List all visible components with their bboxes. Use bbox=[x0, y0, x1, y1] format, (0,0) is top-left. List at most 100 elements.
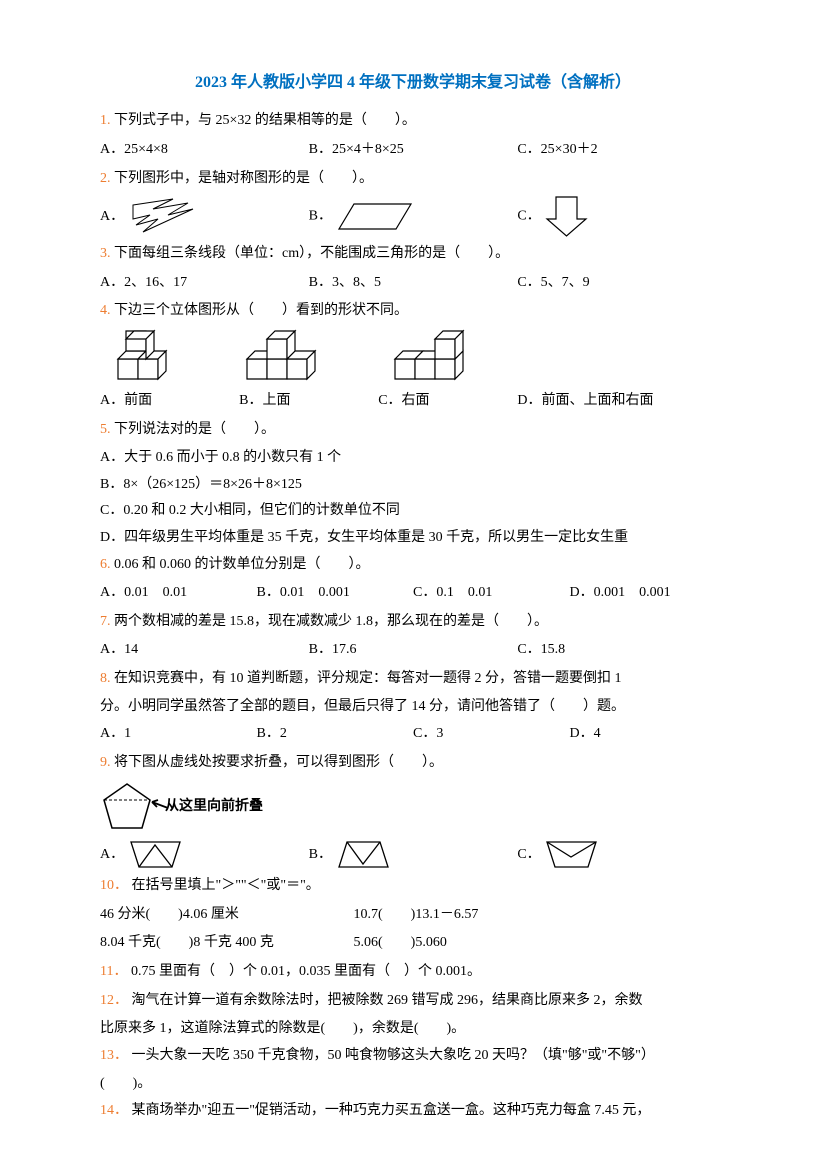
q2-text: 下列图形中，是轴对称图形的是（ ）。 bbox=[114, 171, 373, 186]
qnum-14: 14． bbox=[100, 1103, 128, 1118]
question-6: 6. 0.06 和 0.060 的计数单位分别是（ ）。 bbox=[100, 552, 726, 579]
trapezoid-b-icon bbox=[336, 839, 391, 871]
q7-text: 两个数相减的差是 15.8，现在减数减少 1.8，那么现在的差是（ ）。 bbox=[114, 614, 548, 629]
question-9: 9. 将下图从虚线处按要求折叠，可以得到图形（ ）。 bbox=[100, 750, 726, 777]
q3-options: A．2、16、17 B．3、8、5 C．5、7、9 bbox=[100, 270, 726, 297]
pentagon-fold-icon bbox=[100, 780, 170, 835]
qnum-13: 13． bbox=[100, 1048, 128, 1063]
fold-label: 从这里向前折叠 bbox=[165, 794, 263, 821]
q6-opt-b: B．0.01 0.001 bbox=[257, 580, 414, 607]
q10-1a: 46 分米( )4.06 厘米 bbox=[100, 902, 350, 929]
q13-text1: 一头大象一天吃 350 千克食物，50 吨食物够这头大象吃 20 天吗？（填"够… bbox=[132, 1048, 655, 1063]
q8-opt-c: C．3 bbox=[413, 721, 570, 748]
question-1: 1. 下列式子中，与 25×32 的结果相等的是（ ）。 bbox=[100, 108, 726, 135]
question-4: 4. 下边三个立体图形从（ ）看到的形状不同。 bbox=[100, 298, 726, 325]
parallelogram-icon bbox=[336, 199, 416, 234]
q10-line2: 8.04 千克( )8 千克 400 克 5.06( )5.060 bbox=[100, 930, 726, 957]
q12-text1: 淘气在计算一道有余数除法时，把被除数 269 错写成 296，结果商比原来多 2… bbox=[132, 993, 643, 1008]
q8-text1: 在知识竞赛中，有 10 道判断题，评分规定：每答对一题得 2 分，答错一题要倒扣… bbox=[114, 671, 622, 686]
q4-cubes bbox=[100, 329, 726, 384]
q10-2a: 8.04 千克( )8 千克 400 克 bbox=[100, 930, 350, 957]
q5-text: 下列说法对的是（ ）。 bbox=[114, 422, 275, 437]
trapezoid-c-icon bbox=[544, 839, 599, 871]
q2-opt-c: C． bbox=[517, 194, 726, 239]
q5-opt-c: C．0.20 和 0.2 大小相同，但它们的计数单位不同 bbox=[100, 498, 726, 525]
question-5: 5. 下列说法对的是（ ）。 bbox=[100, 417, 726, 444]
qnum-5: 5. bbox=[100, 422, 111, 437]
q2-opt-a: A． bbox=[100, 197, 309, 237]
q7-opt-b: B．17.6 bbox=[309, 637, 518, 664]
q7-opt-a: A．14 bbox=[100, 637, 309, 664]
qnum-1: 1. bbox=[100, 113, 111, 128]
question-7: 7. 两个数相减的差是 15.8，现在减数减少 1.8，那么现在的差是（ ）。 bbox=[100, 609, 726, 636]
q4-opt-d: D．前面、上面和右面 bbox=[517, 388, 726, 415]
q10-text: 在括号里填上"＞""＜"或"＝"。 bbox=[132, 878, 320, 893]
q5-opt-b: B．8×（26×125）＝8×26＋8×125 bbox=[100, 472, 726, 499]
q8-opt-d: D．4 bbox=[570, 721, 727, 748]
question-3: 3. 下面每组三条线段（单位：cm），不能围成三角形的是（ ）。 bbox=[100, 241, 726, 268]
q1-opt-b: B．25×4＋8×25 bbox=[309, 137, 518, 164]
q9-options: A． B． C． bbox=[100, 839, 726, 871]
q9-opt-a: A． bbox=[100, 839, 309, 871]
q5-opt-d: D．四年级男生平均体重是 35 千克，女生平均体重是 30 千克，所以男生一定比… bbox=[100, 525, 726, 552]
q10-1b: 10.7( )13.1－6.57 bbox=[354, 907, 479, 922]
q5-opt-a: A．大于 0.6 而小于 0.8 的小数只有 1 个 bbox=[100, 445, 726, 472]
question-14: 14． 某商场举办"迎五一"促销活动，一种巧克力买五盒送一盒。这种巧克力每盒 7… bbox=[100, 1098, 726, 1125]
qnum-11: 11． bbox=[100, 964, 127, 979]
q6-opt-d: D．0.001 0.001 bbox=[570, 580, 727, 607]
q13-text2: ( )。 bbox=[100, 1071, 726, 1098]
trapezoid-a-icon bbox=[128, 839, 183, 871]
question-2: 2. 下列图形中，是轴对称图形的是（ ）。 bbox=[100, 166, 726, 193]
qnum-10: 10． bbox=[100, 878, 128, 893]
q4-opt-a: A．前面 bbox=[100, 388, 239, 415]
q9-opt-b: B． bbox=[309, 839, 518, 871]
q10-line1: 46 分米( )4.06 厘米 10.7( )13.1－6.57 bbox=[100, 902, 726, 929]
q9-text: 将下图从虚线处按要求折叠，可以得到图形（ ）。 bbox=[114, 755, 443, 770]
q1-options: A．25×4×8 B．25×4＋8×25 C．25×30＋2 bbox=[100, 137, 726, 164]
qnum-9: 9. bbox=[100, 755, 111, 770]
question-12: 12． 淘气在计算一道有余数除法时，把被除数 269 错写成 296，结果商比原… bbox=[100, 988, 726, 1015]
q7-options: A．14 B．17.6 C．15.8 bbox=[100, 637, 726, 664]
q6-text: 0.06 和 0.060 的计数单位分别是（ ）。 bbox=[114, 557, 370, 572]
qnum-4: 4. bbox=[100, 303, 111, 318]
q4-options: A．前面 B．上面 C．右面 D．前面、上面和右面 bbox=[100, 388, 726, 415]
q1-opt-c: C．25×30＋2 bbox=[517, 137, 726, 164]
arrow-down-icon bbox=[544, 194, 589, 239]
q8-opt-b: B．2 bbox=[257, 721, 414, 748]
q1-text: 下列式子中，与 25×32 的结果相等的是（ ）。 bbox=[114, 113, 416, 128]
q3-opt-c: C．5、7、9 bbox=[517, 270, 726, 297]
q14-text: 某商场举办"迎五一"促销活动，一种巧克力买五盒送一盒。这种巧克力每盒 7.45 … bbox=[132, 1103, 651, 1118]
q6-options: A．0.01 0.01 B．0.01 0.001 C．0.1 0.01 D．0.… bbox=[100, 580, 726, 607]
q9-opt-c: C． bbox=[517, 839, 726, 871]
cube-shape-2 bbox=[239, 329, 334, 384]
cube-shape-3 bbox=[387, 329, 482, 384]
q7-opt-c: C．15.8 bbox=[517, 637, 726, 664]
qnum-2: 2. bbox=[100, 171, 111, 186]
lightning-icon bbox=[128, 197, 198, 237]
q4-opt-b: B．上面 bbox=[239, 388, 378, 415]
q8-opt-a: A．1 bbox=[100, 721, 257, 748]
q8-options: A．1 B．2 C．3 D．4 bbox=[100, 721, 726, 748]
q4-text: 下边三个立体图形从（ ）看到的形状不同。 bbox=[114, 303, 408, 318]
q1-opt-a: A．25×4×8 bbox=[100, 137, 309, 164]
qnum-3: 3. bbox=[100, 246, 111, 261]
q6-opt-c: C．0.1 0.01 bbox=[413, 580, 570, 607]
q2-opt-b: B． bbox=[309, 199, 518, 234]
q3-opt-a: A．2、16、17 bbox=[100, 270, 309, 297]
qnum-7: 7. bbox=[100, 614, 111, 629]
question-13: 13． 一头大象一天吃 350 千克食物，50 吨食物够这头大象吃 20 天吗？… bbox=[100, 1043, 726, 1070]
qnum-6: 6. bbox=[100, 557, 111, 572]
question-10: 10． 在括号里填上"＞""＜"或"＝"。 bbox=[100, 873, 726, 900]
q8-text2: 分。小明同学虽然答了全部的题目，但最后只得了 14 分，请问他答错了（ ）题。 bbox=[100, 694, 726, 721]
qnum-8: 8. bbox=[100, 671, 111, 686]
q11-text: 0.75 里面有（ ）个 0.01，0.035 里面有（ ）个 0.001。 bbox=[131, 964, 481, 979]
q6-opt-a: A．0.01 0.01 bbox=[100, 580, 257, 607]
q3-text: 下面每组三条线段（单位：cm），不能围成三角形的是（ ）。 bbox=[114, 246, 509, 261]
question-11: 11． 0.75 里面有（ ）个 0.01，0.035 里面有（ ）个 0.00… bbox=[100, 959, 726, 986]
cube-shape-1 bbox=[110, 329, 185, 384]
question-8: 8. 在知识竞赛中，有 10 道判断题，评分规定：每答对一题得 2 分，答错一题… bbox=[100, 666, 726, 693]
q2-options: A． B． C． bbox=[100, 194, 726, 239]
qnum-12: 12． bbox=[100, 993, 128, 1008]
q12-text2: 比原来多 1，这道除法算式的除数是( )，余数是( )。 bbox=[100, 1016, 726, 1043]
page-title: 2023 年人教版小学四 4 年级下册数学期末复习试卷（含解析） bbox=[100, 68, 726, 98]
